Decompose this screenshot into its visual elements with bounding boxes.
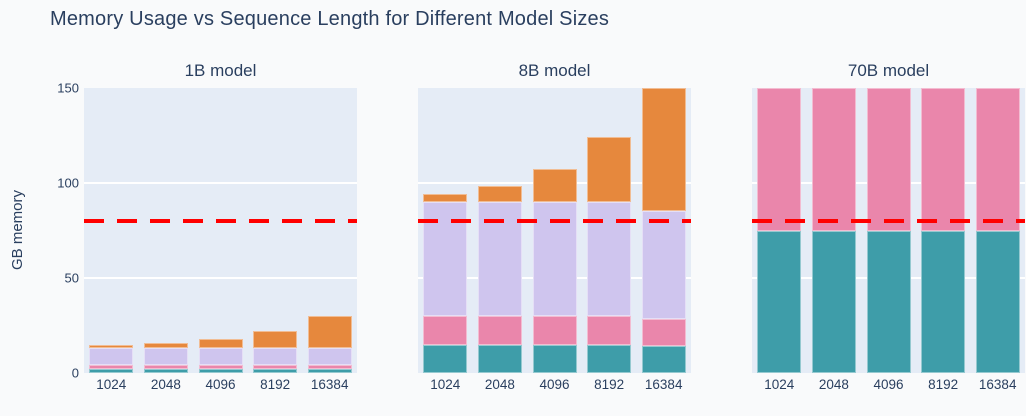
bar-segment-orange[interactable] (253, 331, 298, 349)
bar-16384[interactable] (641, 88, 686, 373)
bar-segment-orange[interactable] (587, 136, 632, 202)
x-tick-label: 1024 (430, 377, 461, 392)
y-tick-label: 100 (57, 175, 79, 191)
bar-16384[interactable] (975, 88, 1020, 373)
x-tick-label: 1024 (96, 377, 127, 392)
bar-segment-orange[interactable] (641, 88, 686, 212)
bar-segment-pink[interactable] (143, 365, 188, 370)
figure-title: Memory Usage vs Sequence Length for Diff… (50, 8, 610, 30)
bar-segment-orange[interactable] (143, 342, 188, 349)
bar-segment-pink[interactable] (477, 316, 522, 345)
bar-segment-purple[interactable] (641, 211, 686, 320)
bar-segment-teal[interactable] (253, 369, 298, 373)
bar-segment-pink[interactable] (423, 316, 468, 345)
bar-segment-purple[interactable] (89, 348, 134, 366)
bar-segment-teal[interactable] (641, 346, 686, 373)
plot-area-1b-model (84, 88, 357, 373)
bar-2048[interactable] (143, 342, 188, 373)
bar-4096[interactable] (532, 169, 577, 373)
x-tick-label: 1024 (764, 377, 795, 392)
x-tick-label: 4096 (873, 377, 904, 392)
bar-segment-teal[interactable] (757, 230, 802, 373)
x-tick-label: 2048 (818, 377, 849, 392)
bar-8192[interactable] (587, 136, 632, 373)
bar-segment-teal[interactable] (921, 230, 966, 373)
bar-4096[interactable] (198, 338, 243, 373)
bar-segment-orange[interactable] (532, 169, 577, 202)
bar-2048[interactable] (477, 185, 522, 373)
x-tick-label: 4096 (205, 377, 236, 392)
threshold-line (752, 219, 1025, 223)
bar-segment-purple[interactable] (143, 348, 188, 366)
bar-segment-pink[interactable] (532, 316, 577, 345)
bar-segment-teal[interactable] (532, 344, 577, 373)
bar-segment-pink[interactable] (587, 316, 632, 345)
y-tick-label: 0 (71, 365, 79, 381)
x-tick-label: 16384 (644, 377, 683, 392)
bar-segment-teal[interactable] (89, 369, 134, 373)
bar-segment-orange[interactable] (198, 338, 243, 349)
bar-segment-purple[interactable] (307, 348, 352, 366)
bar-8192[interactable] (253, 331, 298, 373)
bar-segment-teal[interactable] (198, 369, 243, 373)
threshold-line (84, 219, 357, 223)
bar-segment-orange[interactable] (89, 344, 134, 349)
bar-segment-pink[interactable] (641, 319, 686, 347)
bar-segment-pink[interactable] (921, 88, 966, 231)
bar-segment-purple[interactable] (253, 348, 298, 366)
x-tick-label: 8192 (260, 377, 291, 392)
plot-area-70b-model (752, 88, 1025, 373)
bar-segment-teal[interactable] (866, 230, 911, 373)
bar-segment-pink[interactable] (975, 88, 1020, 231)
plot-area-8b-model (418, 88, 691, 373)
x-tick-label: 8192 (594, 377, 625, 392)
x-tick-label: 4096 (539, 377, 570, 392)
bar-8192[interactable] (921, 88, 966, 373)
x-tick-label: 16384 (978, 377, 1017, 392)
gridline-50 (84, 277, 357, 279)
gridline-100 (84, 182, 357, 184)
bar-2048[interactable] (811, 88, 856, 373)
bar-segment-teal[interactable] (423, 344, 468, 373)
x-tick-label: 8192 (928, 377, 959, 392)
bar-segment-teal[interactable] (143, 369, 188, 373)
subplot-title-70b-model: 70B model (847, 61, 930, 80)
bar-segment-pink[interactable] (253, 365, 298, 370)
threshold-line (418, 219, 691, 223)
subplot-title-8b-model: 8B model (518, 61, 591, 80)
bar-1024[interactable] (89, 344, 134, 373)
bar-segment-pink[interactable] (757, 88, 802, 231)
bar-segment-teal[interactable] (811, 230, 856, 373)
bar-segment-pink[interactable] (307, 365, 352, 370)
subplot-title-1b-model: 1B model (184, 61, 257, 80)
bar-segment-orange[interactable] (477, 185, 522, 202)
bar-segment-orange[interactable] (423, 193, 468, 202)
bar-segment-pink[interactable] (89, 365, 134, 370)
bar-segment-teal[interactable] (307, 369, 352, 373)
bar-4096[interactable] (866, 88, 911, 373)
y-tick-label: 50 (64, 270, 79, 286)
bar-segment-pink[interactable] (866, 88, 911, 231)
bar-segment-pink[interactable] (198, 365, 243, 370)
y-axis-title: GB memory (9, 190, 26, 271)
bar-segment-pink[interactable] (811, 88, 856, 231)
y-tick-label: 150 (57, 80, 79, 96)
bar-16384[interactable] (307, 316, 352, 373)
bar-segment-orange[interactable] (307, 316, 352, 349)
x-tick-label: 16384 (310, 377, 349, 392)
x-tick-label: 2048 (484, 377, 515, 392)
bar-segment-teal[interactable] (587, 344, 632, 373)
x-tick-label: 2048 (150, 377, 181, 392)
bar-segment-purple[interactable] (198, 348, 243, 366)
bar-segment-teal[interactable] (975, 230, 1020, 373)
bar-segment-teal[interactable] (477, 344, 522, 373)
bar-1024[interactable] (757, 88, 802, 373)
